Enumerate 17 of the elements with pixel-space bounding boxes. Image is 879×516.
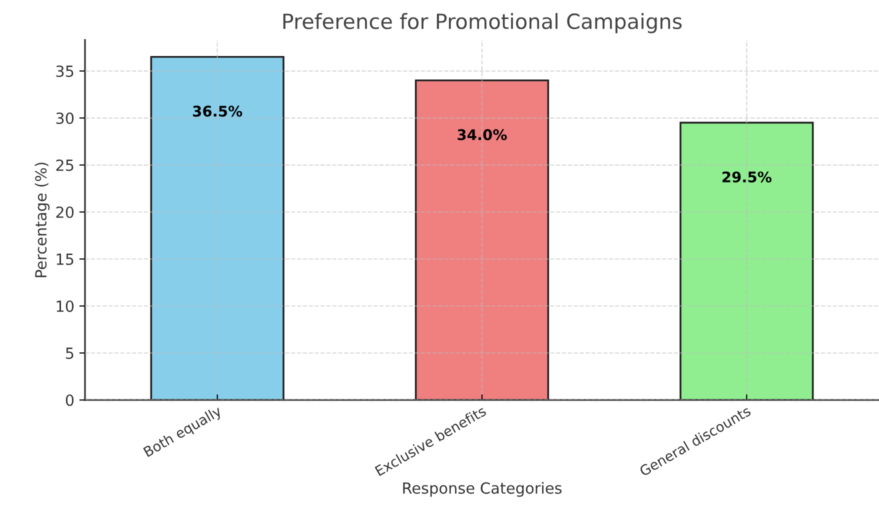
y-tick-label: 10 <box>56 300 74 312</box>
y-tick-label: 0 <box>66 394 74 406</box>
y-tick-label: 35 <box>56 65 74 78</box>
chart-title: Preference for Promotional Campaigns <box>283 13 682 34</box>
bar <box>680 122 814 400</box>
y-tick-label: 20 <box>56 206 74 218</box>
y-axis-title: Percentage (%) <box>34 162 50 278</box>
bar <box>150 56 284 400</box>
y-tick-label: 30 <box>56 112 74 124</box>
data-label: 34.0% <box>458 129 507 140</box>
y-tick-label: 5 <box>66 348 74 360</box>
bar <box>414 80 550 400</box>
data-label: 36.5% <box>193 106 242 117</box>
y-tick-label: 25 <box>56 159 74 172</box>
x-axis-title: Response Categories <box>403 482 562 497</box>
data-label: 29.5% <box>722 171 772 182</box>
y-tick-label: 15 <box>56 254 74 266</box>
